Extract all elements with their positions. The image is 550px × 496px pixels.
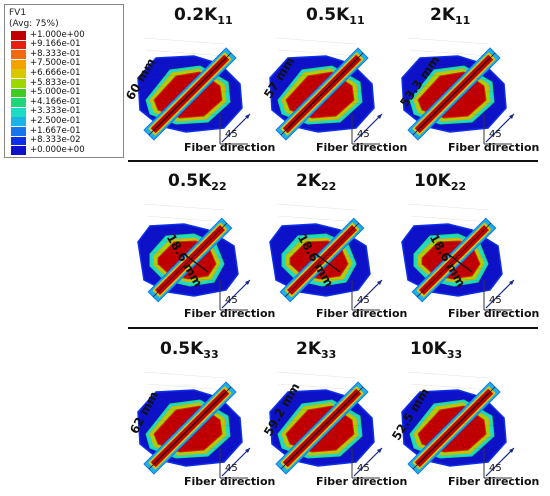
fiber-direction-label: Fiber direction xyxy=(316,475,408,488)
angle-label: 45 xyxy=(357,463,370,474)
panel-title: 2K22 xyxy=(296,171,337,193)
panel-subscript: 22 xyxy=(321,180,337,193)
legend-swatch xyxy=(11,98,26,108)
legend-swatch xyxy=(11,136,26,146)
panel-coefficient: 10K xyxy=(410,339,447,359)
angle-label: 45 xyxy=(489,463,502,474)
contour-legend: FV1 (Avg: 75%) +1.000e+00 +9.166e-01 +8.33… xyxy=(4,4,124,158)
panel-subscript: 11 xyxy=(455,14,471,27)
panel-coefficient: 2K xyxy=(296,171,322,191)
legend-title: FV1 xyxy=(9,8,27,18)
fiber-direction-arrow-icon xyxy=(351,447,383,479)
row-divider-2 xyxy=(128,327,538,329)
panel-title: 0.5K11 xyxy=(306,5,365,27)
fiber-direction-arrow-icon xyxy=(483,279,515,311)
panel-coefficient: 0.5K xyxy=(168,171,212,191)
legend-swatch xyxy=(11,127,26,136)
fiber-volume-contour xyxy=(137,371,243,475)
fiber-direction-label: Fiber direction xyxy=(448,475,540,488)
panel-coefficient: 10K xyxy=(414,171,451,191)
angle-label: 45 xyxy=(225,463,238,474)
legend-value: +4.166e-01 xyxy=(30,96,81,107)
panel-subscript: 33 xyxy=(203,348,219,361)
fiber-volume-contour xyxy=(269,203,371,303)
legend-swatch xyxy=(11,69,26,79)
legend-value: +6.666e-01 xyxy=(30,67,81,78)
panel-title: 2K11 xyxy=(430,5,471,27)
legend-swatch xyxy=(11,50,26,60)
legend-value: +3.333e-01 xyxy=(30,106,81,117)
fiber-direction-label: Fiber direction xyxy=(448,141,540,154)
legend-swatch xyxy=(11,107,26,117)
fiber-direction-arrow-icon xyxy=(351,279,383,311)
panel-title: 0.5K22 xyxy=(168,171,227,193)
panel-title: 10K22 xyxy=(414,171,467,193)
panel-title: 2K33 xyxy=(296,339,337,361)
fiber-volume-contour xyxy=(137,203,239,303)
fiber-direction-label: Fiber direction xyxy=(316,141,408,154)
legend-value: +1.000e+00 xyxy=(30,29,85,40)
fiber-direction-arrow-icon xyxy=(483,113,515,145)
panel-subscript: 22 xyxy=(211,180,227,193)
legend-swatch xyxy=(11,88,26,98)
angle-label: 45 xyxy=(357,129,370,140)
fiber-direction-arrow-icon xyxy=(351,113,383,145)
legend-swatch xyxy=(11,31,26,40)
panel-coefficient: 2K xyxy=(430,5,456,25)
fiber-volume-contour xyxy=(401,37,507,141)
angle-label: 45 xyxy=(489,295,502,306)
legend-swatch xyxy=(11,117,26,127)
legend-subtitle: (Avg: 75%) xyxy=(9,19,59,29)
panel-coefficient: 2K xyxy=(296,339,322,359)
fiber-direction-label: Fiber direction xyxy=(184,141,276,154)
angle-label: 45 xyxy=(225,295,238,306)
legend-value: +5.833e-01 xyxy=(30,77,81,88)
legend-swatch xyxy=(11,59,26,69)
panel-subscript: 11 xyxy=(217,14,233,27)
angle-label: 45 xyxy=(357,295,370,306)
legend-swatch xyxy=(11,79,26,88)
panel-title: 0.5K33 xyxy=(160,339,219,361)
panel-title: 0.2K11 xyxy=(174,5,233,27)
legend-value: +8.333e-01 xyxy=(30,48,81,59)
panel-subscript: 11 xyxy=(349,14,365,27)
panel-subscript: 33 xyxy=(446,348,463,361)
fiber-volume-contour xyxy=(401,371,507,475)
fiber-direction-arrow-icon xyxy=(219,113,251,145)
fiber-volume-contour xyxy=(269,37,375,141)
fiber-volume-contour xyxy=(269,371,375,475)
fiber-direction-arrow-icon xyxy=(219,447,251,479)
legend-swatch xyxy=(11,40,26,50)
legend-swatch xyxy=(11,146,26,156)
fiber-direction-label: Fiber direction xyxy=(184,307,276,320)
legend-value: +9.166e-01 xyxy=(30,39,81,50)
panel-subscript: 22 xyxy=(450,180,467,193)
angle-label: 45 xyxy=(225,129,238,140)
fiber-direction-arrow-icon xyxy=(483,447,515,479)
panel-coefficient: 0.2K xyxy=(174,5,218,25)
fiber-volume-contour xyxy=(137,37,243,141)
legend-value: +1.667e-01 xyxy=(30,125,81,136)
angle-label: 45 xyxy=(489,129,502,140)
fiber-volume-contour xyxy=(401,203,503,303)
panel-coefficient: 0.5K xyxy=(160,339,204,359)
legend-value: +2.500e-01 xyxy=(30,115,81,126)
panel-title: 10K33 xyxy=(410,339,463,361)
legend-value: +5.000e-01 xyxy=(30,87,81,98)
row-divider-1 xyxy=(128,160,538,162)
panel-coefficient: 0.5K xyxy=(306,5,350,25)
panel-subscript: 33 xyxy=(321,348,337,361)
legend-value: +7.500e-01 xyxy=(30,58,81,69)
fiber-direction-label: Fiber direction xyxy=(316,307,408,320)
legend-value: +8.333e-02 xyxy=(30,135,81,146)
fiber-direction-label: Fiber direction xyxy=(448,307,540,320)
fiber-direction-arrow-icon xyxy=(219,279,251,311)
fiber-direction-label: Fiber direction xyxy=(184,475,276,488)
legend-value: +0.000e+00 xyxy=(30,144,85,155)
